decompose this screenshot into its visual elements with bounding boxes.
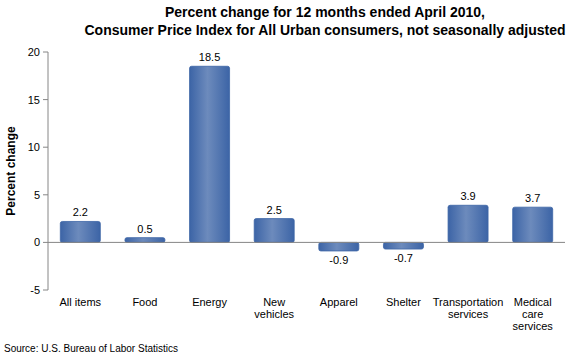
data-label: 3.7	[525, 192, 540, 204]
y-tick	[43, 147, 48, 148]
x-tick-label-line: New	[263, 296, 285, 308]
x-tick-label-line: care	[522, 308, 543, 320]
x-tick-label-line: Transportation	[433, 296, 504, 308]
x-tick-label: All items	[60, 296, 102, 308]
x-tick-label: Transportationservices	[433, 296, 504, 320]
data-label: 2.2	[73, 206, 88, 218]
x-tick-label: Medicalcareservices	[513, 296, 554, 332]
y-tick	[43, 99, 48, 100]
title: Percent change for 12 months ended April…	[84, 4, 565, 38]
y-tick-label: 0	[34, 236, 40, 248]
y-tick	[43, 52, 48, 53]
y-tick-label: 20	[28, 46, 40, 58]
x-tick-label: Apparel	[320, 296, 358, 308]
bar	[125, 238, 165, 243]
x-tick-label-line: services	[513, 320, 554, 332]
y-tick-label: 10	[28, 141, 40, 153]
data-label: 18.5	[199, 51, 220, 63]
x-tick-label: Newvehicles	[254, 296, 294, 320]
chart: Percent change for 12 months ended April…	[0, 0, 580, 360]
x-tick-label-line: services	[448, 308, 489, 320]
data-label: -0.7	[394, 252, 413, 264]
x-tick-label-line: Energy	[192, 296, 227, 308]
y-tick	[43, 194, 48, 195]
y-axis-label: Percent change	[4, 126, 18, 216]
x-tick-label-line: Apparel	[320, 296, 358, 308]
title-line: Consumer Price Index for All Urban consu…	[84, 22, 565, 38]
y-tick-label: 15	[28, 94, 40, 106]
x-tick-label-line: All items	[60, 296, 102, 308]
data-label: 2.5	[267, 204, 282, 216]
x-axis-line	[48, 242, 565, 243]
y-tick-label: 5	[34, 189, 40, 201]
source: Source: U.S. Bureau of Labor Statistics	[4, 343, 178, 354]
y-tick	[43, 242, 48, 243]
bar	[254, 219, 294, 243]
bar	[448, 205, 488, 242]
data-label: 0.5	[137, 223, 152, 235]
bar	[319, 242, 359, 251]
x-tick-label-line: Shelter	[386, 296, 421, 308]
x-tick-label-line: Medical	[514, 296, 552, 308]
y-tick	[43, 290, 48, 291]
x-tick-label-line: Food	[132, 296, 157, 308]
x-tick-label: Food	[132, 296, 157, 308]
bars	[60, 66, 552, 251]
x-tick-label-line: vehicles	[254, 308, 294, 320]
bar	[190, 66, 230, 242]
bar	[60, 221, 100, 242]
bar	[513, 207, 553, 242]
bar	[383, 242, 423, 249]
x-tick-label: Energy	[192, 296, 227, 308]
data-label: 3.9	[460, 190, 475, 202]
x-tick-label: Shelter	[386, 296, 421, 308]
y-axis-line	[48, 52, 49, 290]
title-line: Percent change for 12 months ended April…	[165, 4, 485, 20]
data-label: -0.9	[329, 254, 348, 266]
y-tick-label: -5	[30, 284, 40, 296]
